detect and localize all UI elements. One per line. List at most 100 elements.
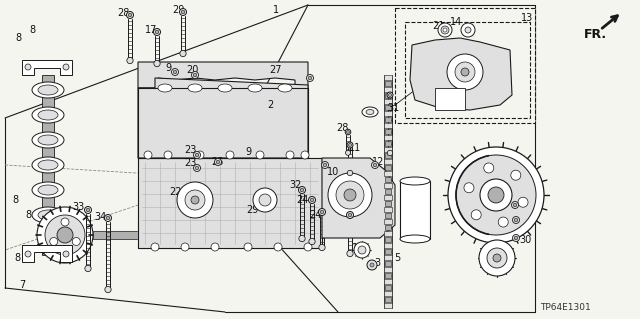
Circle shape — [465, 27, 471, 33]
Text: 8: 8 — [29, 25, 35, 35]
Circle shape — [488, 187, 504, 203]
Circle shape — [299, 235, 305, 242]
Circle shape — [441, 26, 449, 34]
Text: 9: 9 — [245, 147, 251, 157]
Bar — [385, 141, 391, 146]
Ellipse shape — [32, 107, 64, 123]
Circle shape — [484, 163, 493, 173]
Circle shape — [346, 211, 353, 219]
Bar — [384, 279, 392, 284]
Circle shape — [50, 238, 58, 246]
Bar — [385, 213, 391, 218]
Circle shape — [128, 13, 132, 17]
Circle shape — [214, 159, 221, 166]
Circle shape — [336, 181, 364, 209]
Circle shape — [25, 64, 31, 70]
Bar — [384, 99, 392, 104]
Text: 10: 10 — [327, 167, 339, 177]
Circle shape — [86, 208, 90, 212]
Bar — [385, 273, 391, 278]
Text: 33: 33 — [72, 202, 84, 212]
Circle shape — [57, 227, 73, 243]
Text: 12: 12 — [372, 157, 384, 167]
Circle shape — [300, 188, 304, 192]
Circle shape — [253, 188, 277, 212]
Circle shape — [371, 161, 378, 168]
Text: 27: 27 — [269, 65, 282, 75]
Text: 4: 4 — [477, 157, 483, 167]
Circle shape — [84, 206, 92, 213]
Circle shape — [156, 30, 159, 34]
Bar — [384, 303, 392, 308]
Ellipse shape — [188, 84, 202, 92]
Circle shape — [438, 23, 452, 37]
Circle shape — [63, 251, 69, 257]
Circle shape — [511, 170, 521, 180]
Circle shape — [45, 215, 85, 255]
Circle shape — [461, 68, 469, 76]
Bar — [385, 297, 391, 302]
Circle shape — [319, 209, 326, 216]
Circle shape — [515, 236, 518, 240]
Circle shape — [388, 93, 392, 97]
Text: 8: 8 — [25, 210, 31, 220]
Circle shape — [127, 11, 134, 19]
Bar — [385, 177, 391, 182]
Circle shape — [513, 217, 520, 224]
Ellipse shape — [32, 207, 64, 223]
Bar — [385, 237, 391, 242]
Bar — [384, 195, 392, 200]
Bar — [385, 285, 391, 290]
Circle shape — [72, 238, 80, 246]
Circle shape — [144, 151, 152, 159]
Circle shape — [443, 28, 447, 32]
Circle shape — [347, 142, 353, 148]
Text: 7: 7 — [19, 280, 25, 290]
Text: 20: 20 — [186, 65, 198, 75]
Bar — [384, 135, 392, 140]
Circle shape — [448, 147, 544, 243]
Circle shape — [348, 170, 353, 176]
Circle shape — [513, 234, 520, 241]
Circle shape — [191, 196, 199, 204]
Circle shape — [298, 187, 305, 194]
Bar — [384, 219, 392, 224]
Circle shape — [193, 165, 200, 172]
Text: 9: 9 — [165, 63, 171, 73]
Circle shape — [308, 197, 316, 204]
Ellipse shape — [32, 157, 64, 173]
Bar — [384, 171, 392, 176]
Text: 5: 5 — [394, 253, 400, 263]
Circle shape — [180, 50, 186, 57]
Ellipse shape — [366, 109, 374, 115]
Circle shape — [370, 263, 374, 267]
Ellipse shape — [400, 177, 430, 185]
Text: 25: 25 — [212, 157, 224, 167]
Text: 23: 23 — [184, 145, 196, 155]
Bar — [384, 267, 392, 272]
Circle shape — [127, 57, 133, 64]
Circle shape — [456, 155, 536, 235]
Circle shape — [286, 151, 294, 159]
Circle shape — [181, 243, 189, 251]
Circle shape — [37, 207, 93, 263]
Polygon shape — [138, 158, 322, 248]
Circle shape — [493, 254, 501, 262]
Text: 16: 16 — [519, 217, 531, 227]
Bar — [395, 8, 535, 123]
Circle shape — [349, 144, 351, 146]
Bar — [384, 75, 392, 80]
Text: 15: 15 — [419, 207, 431, 217]
Circle shape — [164, 151, 172, 159]
Circle shape — [328, 173, 372, 217]
Circle shape — [354, 242, 370, 258]
Circle shape — [319, 244, 325, 251]
Ellipse shape — [362, 107, 378, 117]
Bar — [385, 165, 391, 170]
Ellipse shape — [278, 84, 292, 92]
Bar — [42, 75, 54, 255]
Text: 28: 28 — [117, 8, 129, 18]
Circle shape — [191, 71, 198, 78]
Circle shape — [348, 213, 352, 217]
Circle shape — [307, 75, 314, 81]
